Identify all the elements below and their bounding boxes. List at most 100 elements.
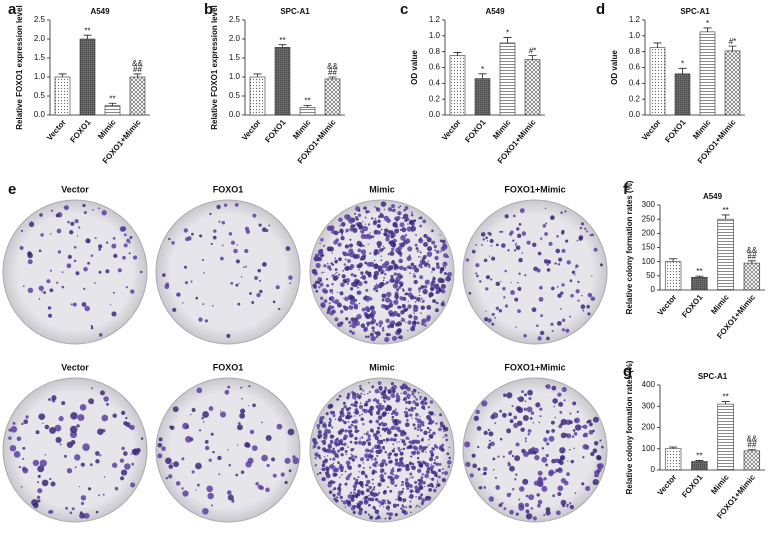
colony (371, 469, 376, 474)
x-tick-label: FOXO1 (68, 117, 93, 144)
colony (588, 429, 594, 435)
colony (202, 259, 204, 262)
colony (599, 263, 604, 267)
colony (369, 405, 375, 411)
colony (425, 235, 429, 239)
colony (94, 237, 97, 239)
colony (266, 463, 270, 468)
colony (408, 255, 411, 259)
colony (376, 399, 380, 403)
colony (430, 470, 434, 474)
colony (333, 441, 338, 446)
colony (320, 238, 324, 242)
colony (405, 466, 410, 472)
colony (398, 243, 402, 246)
colony (70, 303, 73, 306)
colony (326, 468, 330, 472)
colony (531, 446, 535, 450)
colony (315, 262, 321, 269)
colony (400, 392, 402, 395)
colony (390, 232, 396, 238)
colony (249, 292, 252, 295)
colony (418, 495, 423, 500)
colony (413, 296, 417, 300)
colony (372, 494, 376, 498)
y-tick-label: 250 (642, 214, 656, 223)
colony (384, 273, 387, 276)
colony (424, 279, 430, 285)
colony (545, 510, 551, 516)
colony (375, 449, 380, 455)
colony (87, 487, 92, 491)
colony (400, 242, 405, 248)
colony (509, 465, 515, 472)
colony (557, 492, 562, 497)
colony (387, 406, 392, 412)
colony (502, 412, 507, 418)
colony (419, 398, 422, 400)
colony (512, 488, 515, 491)
colony (410, 440, 415, 445)
colony (392, 208, 396, 213)
colony (423, 408, 426, 410)
error-bar (528, 55, 537, 60)
colony (368, 419, 373, 424)
colony (369, 428, 374, 433)
colony (360, 392, 363, 395)
colony (111, 462, 118, 468)
colony (119, 226, 126, 232)
colony (402, 506, 405, 509)
colony (365, 335, 368, 339)
colony (37, 499, 41, 503)
colony (539, 407, 543, 411)
colony (41, 291, 43, 293)
colony (343, 442, 347, 447)
colony (384, 336, 390, 343)
colony (380, 228, 383, 231)
colony (227, 494, 234, 501)
colony (32, 459, 40, 467)
colony (420, 476, 424, 479)
colony (355, 217, 359, 221)
colony (43, 291, 46, 294)
colony (354, 455, 358, 459)
colony (210, 504, 214, 507)
significance-label: ## (747, 441, 756, 450)
colony (239, 412, 245, 419)
colony (483, 258, 488, 263)
panel-label: b (204, 1, 213, 18)
colony (368, 271, 372, 275)
colony (396, 393, 399, 397)
error-bar (721, 401, 730, 405)
colony (39, 213, 43, 217)
colony (379, 434, 382, 437)
y-tick-label: 2.5 (34, 15, 46, 24)
colony (378, 320, 384, 325)
colony (407, 287, 412, 292)
colony (389, 313, 393, 317)
panel-label: c (400, 1, 408, 18)
colony (257, 268, 262, 273)
y-tick-label: 0.0 (429, 110, 441, 119)
colony (399, 451, 404, 456)
colony (349, 238, 352, 241)
colony (407, 320, 412, 325)
colony (368, 381, 370, 384)
colony (421, 260, 426, 265)
bar (699, 31, 716, 116)
colony (497, 455, 500, 458)
colony (377, 482, 382, 487)
colony (38, 413, 46, 421)
colony (368, 494, 370, 497)
colony (408, 254, 411, 257)
colony (405, 321, 407, 323)
colony (319, 416, 323, 420)
colony (331, 252, 333, 254)
colony (561, 386, 567, 393)
colony (398, 305, 402, 309)
colony (319, 282, 324, 287)
colony (323, 449, 327, 453)
colony (285, 246, 291, 251)
colony (368, 503, 371, 507)
colony (435, 455, 439, 460)
